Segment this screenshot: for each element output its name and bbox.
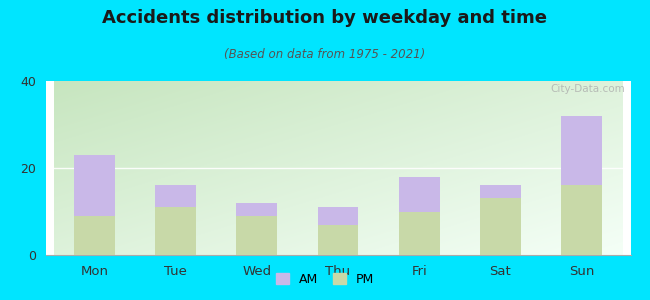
Bar <box>399 212 439 255</box>
Legend: AM, PM: AM, PM <box>271 268 379 291</box>
Bar <box>562 185 602 255</box>
Text: City-Data.com: City-Data.com <box>550 85 625 94</box>
Bar <box>237 216 277 255</box>
Bar <box>318 207 358 224</box>
Bar <box>155 207 196 255</box>
Bar <box>237 203 277 216</box>
Text: Accidents distribution by weekday and time: Accidents distribution by weekday and ti… <box>103 9 547 27</box>
Bar <box>399 177 439 212</box>
Bar <box>562 116 602 185</box>
Bar <box>155 185 196 207</box>
Bar <box>480 199 521 255</box>
Bar <box>74 155 114 216</box>
Bar <box>480 185 521 199</box>
Text: (Based on data from 1975 - 2021): (Based on data from 1975 - 2021) <box>224 48 426 61</box>
Bar <box>74 216 114 255</box>
Bar <box>318 224 358 255</box>
